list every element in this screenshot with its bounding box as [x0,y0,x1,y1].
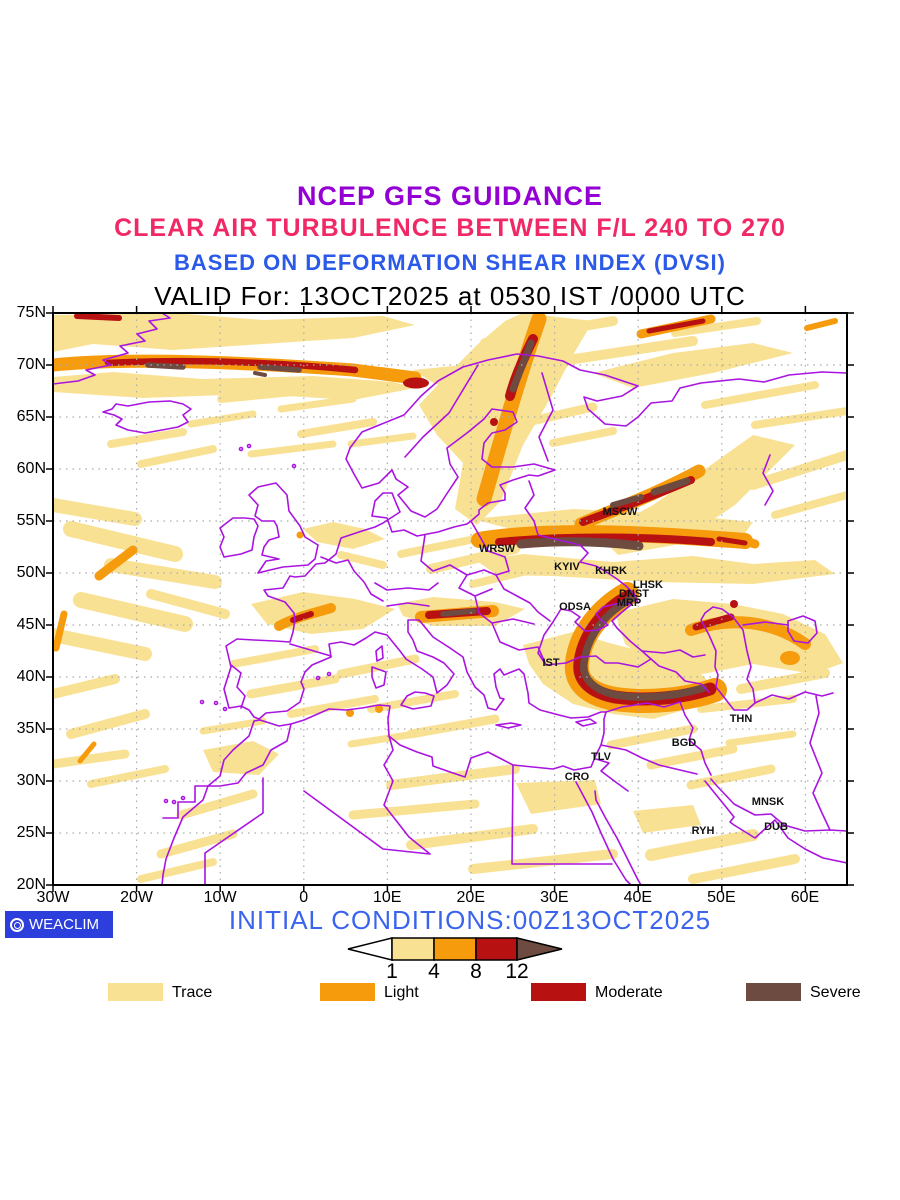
scale-tick: 8 [470,960,482,983]
lat-label: 30N [16,772,46,789]
city-label-khrk: KHRK [595,565,627,577]
city-label-wrsw: WRSW [478,543,516,555]
legend-label-moderate: Moderate [595,984,663,1001]
intensity-scale-arrow [347,937,563,961]
lat-label: 55N [16,512,46,529]
page-title: NCEP GFS GUIDANCE [296,181,604,211]
turbulence-map [46,306,854,892]
city-label-mnsk: MNSK [751,796,785,808]
lat-label: 40N [16,668,46,685]
lon-label: 20E [456,889,485,906]
legend-label-severe: Severe [810,984,861,1001]
city-label-cro: CRO [564,771,590,783]
scale-tick: 4 [428,960,440,983]
city-label-bgd: BGD [671,737,697,749]
city-label-ist: IST [542,657,560,669]
city-label-odsa: ODSA [559,601,591,613]
scale-tick: 12 [505,960,529,983]
legend-label-light: Light [384,984,419,1001]
lat-label: 35N [16,720,46,737]
lat-label: 60N [16,460,46,477]
legend-swatch-trace [108,983,163,1001]
lat-label: 20N [16,876,46,893]
subtitle-index: BASED ON DEFORMATION SHEAR INDEX (DVSI) [174,250,726,275]
lon-label: 60E [790,889,820,906]
city-label-thn: THN [729,713,753,725]
lat-label: 50N [16,564,46,581]
lon-label: 10W [203,889,237,906]
lat-label: 25N [16,824,46,841]
lon-label: 40E [623,889,653,906]
lat-label: 70N [16,356,46,373]
legend-swatch-severe [746,983,801,1001]
subtitle-turbulence: CLEAR AIR TURBULENCE BETWEEN F/L 240 TO … [114,214,786,242]
city-label-ryh: RYH [691,825,715,837]
coastlines [53,313,847,885]
turbulence-contours [53,313,847,885]
city-label-dnst: DNST [619,588,649,600]
logo-ring-icon [10,917,24,932]
city-label-mrp: MRP [616,597,642,609]
city-label-tlv: TLV [591,751,611,763]
lat-label: 75N [16,304,46,321]
logo-text: WEACLIM [29,916,100,933]
lon-label: 30E [540,889,569,906]
city-label-mscw: MSCW [602,506,638,518]
lat-label: 45N [16,616,46,633]
map-frame [52,312,848,886]
city-label-lhsk: LHSK [633,579,663,591]
map-canvas [46,306,854,892]
axis-ticks [46,306,854,892]
initial-conditions-line: INITIAL CONDITIONS:00Z13OCT2025 [228,905,712,935]
weaclim-logo: WEACLIM [5,911,113,938]
lat-label: 65N [16,408,46,425]
lon-label: 20W [120,889,153,906]
graticule [53,313,847,885]
legend-swatch-moderate [531,983,586,1001]
legend-label-trace: Trace [172,984,213,1001]
lon-label: 10E [372,889,402,906]
city-label-kyiv: KYIV [554,561,580,573]
legend-swatch-light [320,983,375,1001]
scale-tick: 1 [386,960,398,983]
lon-label: 30W [36,889,70,906]
valid-time-line: VALID For: 13OCT2025 at 0530 IST /0000 U… [154,281,746,311]
lon-label: 50E [707,889,736,906]
lon-label: 0 [299,889,309,906]
city-label-dub: DUB [764,821,788,833]
